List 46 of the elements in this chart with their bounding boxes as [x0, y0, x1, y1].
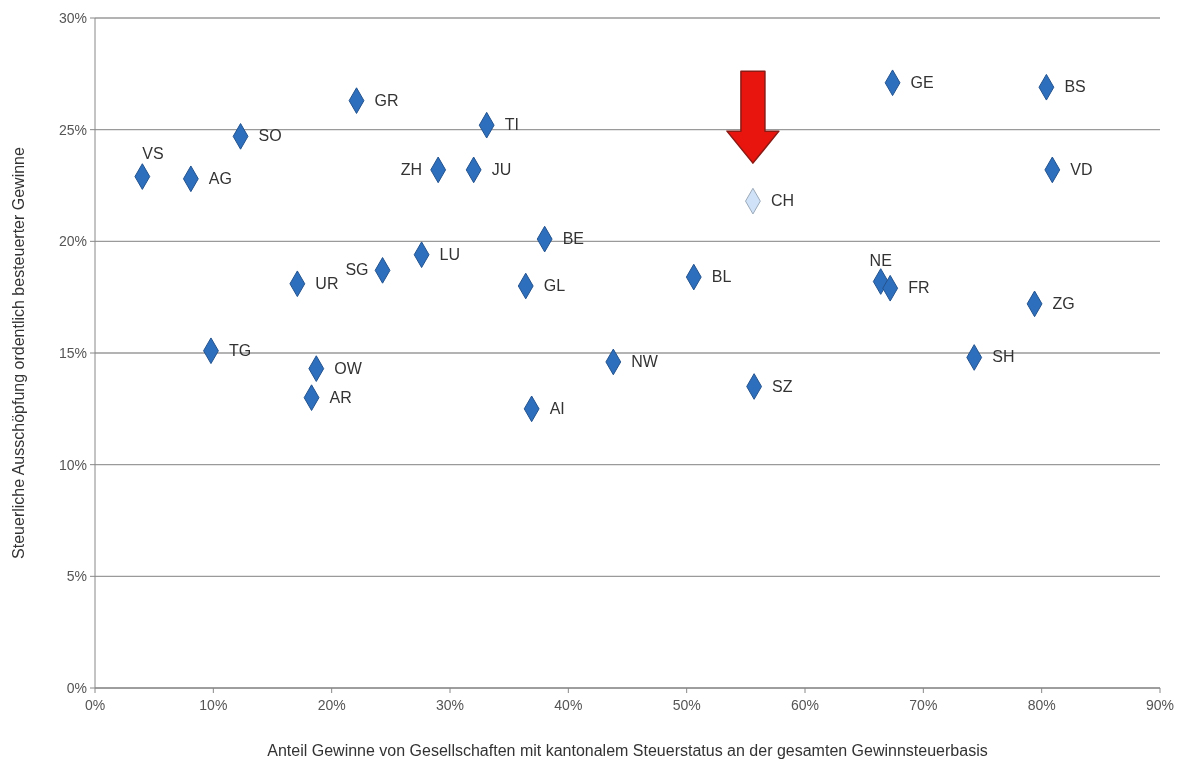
y-tick-label: 25%	[58, 121, 87, 138]
series-label: GE	[910, 73, 934, 91]
series-label: SG	[345, 261, 369, 279]
series-label: BL	[711, 268, 732, 286]
series-label: NW	[631, 352, 659, 370]
series-label: JU	[491, 160, 512, 178]
series-label: OW	[334, 359, 363, 377]
x-tick-label: 70%	[909, 697, 938, 713]
series-label: AG	[208, 169, 232, 187]
series-label: VD	[1070, 160, 1093, 178]
x-tick-label: 80%	[1027, 697, 1056, 713]
x-tick-label: 20%	[317, 697, 346, 713]
series-label: NE	[869, 251, 892, 269]
x-tick-label: 50%	[672, 697, 701, 713]
series-label: CH	[770, 192, 795, 210]
x-tick-label: 30%	[435, 697, 465, 713]
series-label: AI	[549, 399, 565, 417]
y-tick-label: 10%	[58, 456, 87, 473]
series-label: BS	[1064, 78, 1086, 96]
y-tick-label: 20%	[58, 233, 87, 250]
series-label: LU	[439, 245, 461, 263]
series-label: SO	[258, 127, 282, 145]
y-axis-title: Steuerliche Ausschöpfung ordentlich besteuerter Gewinne	[10, 146, 27, 559]
x-axis-title: Anteil Gewinne von Gesellschaften mit kantonalem Steuerstatus an der gesamten Gewinnsteuerbasis	[267, 742, 988, 759]
series-label: VS	[142, 144, 164, 162]
series-label: FR	[908, 279, 930, 297]
series-label: GR	[374, 91, 399, 109]
y-tick-label: 5%	[66, 568, 87, 585]
series-label: SH	[992, 348, 1015, 366]
series-label: SZ	[772, 377, 793, 395]
x-tick-label: 60%	[790, 697, 820, 713]
series-label: GL	[543, 277, 566, 294]
series-label: UR	[315, 274, 339, 292]
series-label: ZG	[1052, 294, 1075, 312]
x-tick-label: 10%	[199, 697, 228, 713]
series-label: TG	[228, 341, 252, 359]
y-tick-label: 0%	[66, 680, 87, 696]
y-tick-label: 15%	[58, 345, 87, 361]
series-label: BE	[562, 230, 585, 248]
x-tick-label: 0%	[84, 697, 106, 713]
y-tick-label: 30%	[58, 10, 87, 26]
x-tick-label: 40%	[554, 697, 583, 713]
series-label: ZH	[400, 160, 423, 178]
series-label: AR	[329, 388, 352, 406]
series-label: TI	[504, 116, 519, 134]
x-tick-label: 90%	[1145, 697, 1175, 713]
